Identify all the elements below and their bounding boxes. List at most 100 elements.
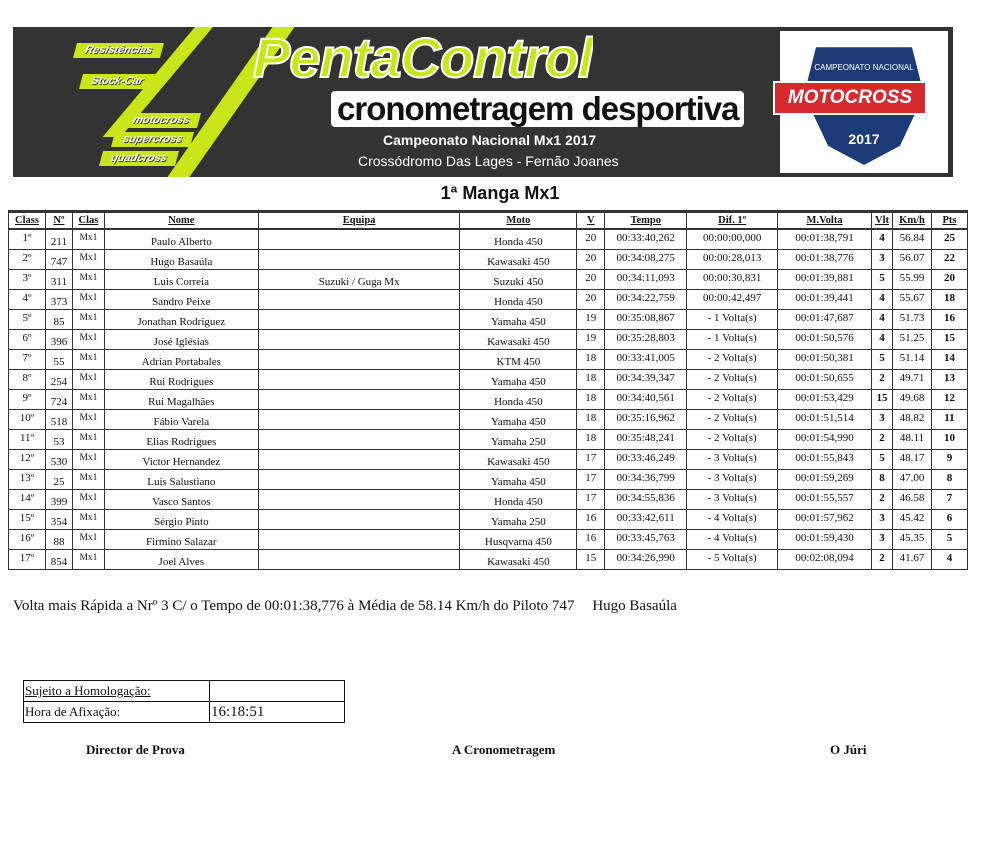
- tag-supercross: supercross: [110, 132, 195, 147]
- cell-best-lap: 00:01:38,776: [777, 249, 873, 270]
- cell-laps: 16: [576, 529, 606, 550]
- table-row: 8º 254 Mx1 Rui Rodrigues Yamaha 450 18 00:34:3…: [8, 369, 969, 390]
- cell-best-lap: 00:01:38,791: [777, 228, 873, 250]
- table-row: 3º 311 Mx1 Luis Correia Suzuki / Guga Mx Suzu…: [8, 269, 969, 290]
- cell-points: 8: [930, 469, 969, 490]
- tag-stock-car: Stock-Car: [78, 74, 155, 89]
- cell-category: Mx1: [71, 529, 105, 550]
- cell-time: 00:34:26,990: [604, 549, 688, 570]
- cell-class: 11º: [8, 429, 46, 450]
- cell-class: 1º: [8, 228, 46, 250]
- cell-best-lap: 00:01:39,881: [777, 269, 873, 290]
- cell-points: 12: [930, 389, 969, 410]
- cell-points: 25: [930, 228, 969, 250]
- cell-points: 5: [930, 529, 969, 550]
- column-header: Moto: [459, 210, 578, 230]
- tag-resistencias: Resistências: [72, 43, 165, 58]
- cell-speed: 56.07: [892, 249, 932, 270]
- cell-points: 20: [930, 269, 969, 290]
- cell-gap: - 2 Volta(s): [686, 349, 779, 370]
- cell-best-lap: 00:01:55,843: [777, 449, 873, 470]
- cell-class: 3º: [8, 269, 46, 290]
- cell-gap: - 3 Volta(s): [686, 449, 779, 470]
- table-row: 4º 373 Mx1 Sandro Peixe Honda 450 20 00:34:22,…: [8, 289, 969, 310]
- cell-name: Firmino Salazar: [103, 529, 259, 550]
- cell-gap: 00:00:28,013: [686, 249, 779, 270]
- cell-team: [257, 429, 461, 450]
- cell-gap: - 3 Volta(s): [686, 489, 779, 510]
- cell-points: 4: [930, 549, 969, 570]
- cell-points: 6: [930, 509, 969, 530]
- cell-gap: - 3 Volta(s): [686, 469, 779, 490]
- cell-bike: Honda 450: [459, 289, 578, 310]
- cell-number: 399: [44, 489, 73, 510]
- column-header: Equipa: [257, 210, 461, 230]
- cell-best-lap-no: 3: [871, 509, 894, 530]
- cell-speed: 51.25: [892, 329, 932, 350]
- cell-laps: 16: [576, 509, 606, 530]
- cell-laps: 17: [576, 489, 606, 510]
- cell-time: 00:34:40,561: [604, 389, 688, 410]
- cell-category: Mx1: [71, 509, 105, 530]
- cell-bike: Yamaha 450: [459, 409, 578, 430]
- cell-time: 00:35:08,867: [604, 309, 688, 330]
- cell-gap: - 1 Volta(s): [686, 329, 779, 350]
- cell-best-lap: 00:02:08,094: [777, 549, 873, 570]
- cell-best-lap: 00:01:50,576: [777, 329, 873, 350]
- cell-name: Luis Salustiano: [103, 469, 259, 490]
- cell-laps: 18: [576, 409, 606, 430]
- cell-name: Luis Correia: [103, 269, 259, 290]
- cell-best-lap-no: 15: [871, 389, 894, 410]
- cell-team: [257, 249, 461, 270]
- column-header: Clas: [71, 210, 105, 230]
- cell-class: 16º: [8, 529, 46, 550]
- homologation-box: Sujeito a Homologação: Hora de Afixação:…: [23, 680, 345, 723]
- cell-number: 854: [44, 549, 73, 570]
- cell-best-lap-no: 2: [871, 549, 894, 570]
- cell-category: Mx1: [71, 329, 105, 350]
- cell-bike: Kawasaki 450: [459, 329, 578, 350]
- cell-gap: 00:00:42,497: [686, 289, 779, 310]
- table-row: 12º 530 Mx1 Victor Hernandez Kawasaki 450 17 0…: [8, 449, 969, 470]
- cell-gap: - 2 Volta(s): [686, 429, 779, 450]
- cell-number: 311: [44, 269, 73, 290]
- cell-laps: 20: [576, 249, 606, 270]
- cell-name: Vasco Santos: [103, 489, 259, 510]
- column-header: Pts: [930, 210, 969, 230]
- cell-best-lap: 00:01:53,429: [777, 389, 873, 410]
- cell-laps: 18: [576, 349, 606, 370]
- cell-speed: 47.00: [892, 469, 932, 490]
- cell-team: [257, 449, 461, 470]
- signature-jury: O Júri: [830, 742, 867, 757]
- cell-name: Adrian Portabales: [103, 349, 259, 370]
- cell-class: 4º: [8, 289, 46, 310]
- cell-bike: Honda 450: [459, 389, 578, 410]
- cell-laps: 17: [576, 469, 606, 490]
- cell-laps: 19: [576, 329, 606, 350]
- cell-time: 00:34:39,347: [604, 369, 688, 390]
- cell-name: Fábio Varela: [103, 409, 259, 430]
- page-title: 1ª Manga Mx1: [440, 183, 560, 203]
- cell-best-lap-no: 5: [871, 449, 894, 470]
- table-row: 17º 854 Mx1 Joel Alves Kawasaki 450 15 00:34:2…: [8, 549, 969, 570]
- column-header: Tempo: [604, 210, 688, 230]
- cell-best-lap-no: 5: [871, 349, 894, 370]
- cell-bike: Honda 450: [459, 228, 578, 250]
- cell-class: 12º: [8, 449, 46, 470]
- brand-name: PentaControl: [253, 29, 593, 87]
- fastest-lap: Volta mais Rápida a Nrº 3 C/ o Tempo de …: [13, 598, 677, 615]
- cell-gap: - 2 Volta(s): [686, 409, 779, 430]
- column-header: Class: [8, 210, 46, 230]
- logo-main-text: MOTOCROSS: [773, 81, 927, 115]
- cell-best-lap: 00:01:59,269: [777, 469, 873, 490]
- cell-best-lap-no: 2: [871, 429, 894, 450]
- table-row: 10º 518 Mx1 Fábio Varela Yamaha 450 18 00:35:1…: [8, 409, 969, 430]
- cell-speed: 51.14: [892, 349, 932, 370]
- table-row: 13º 25 Mx1 Luis Salustiano Yamaha 450 17 00:34…: [8, 469, 969, 490]
- cell-category: Mx1: [71, 269, 105, 290]
- cell-points: 11: [930, 409, 969, 430]
- cell-points: 14: [930, 349, 969, 370]
- cell-best-lap-no: 4: [871, 228, 894, 250]
- cell-best-lap: 00:01:54,990: [777, 429, 873, 450]
- cell-class: 5º: [8, 309, 46, 330]
